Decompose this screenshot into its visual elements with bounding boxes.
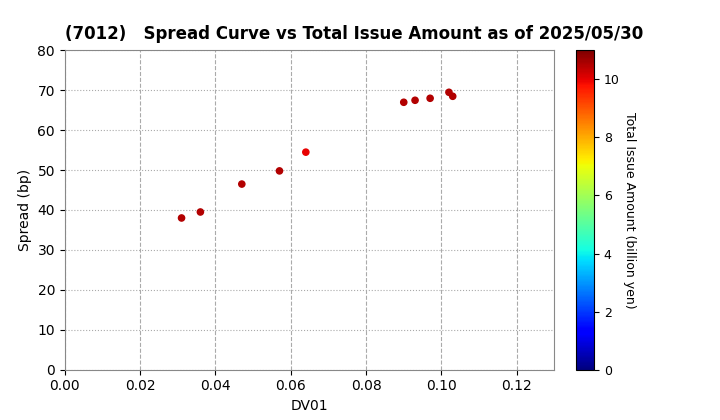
Point [444, 89, 455, 96]
Y-axis label: Spread (bp): Spread (bp) [18, 169, 32, 251]
Text: (7012)   Spread Curve vs Total Issue Amount as of 2025/05/30: (7012) Spread Curve vs Total Issue Amoun… [65, 25, 643, 43]
Point [409, 97, 420, 104]
Point [424, 95, 436, 102]
Point [176, 215, 187, 221]
Point [236, 181, 248, 187]
X-axis label: DV01: DV01 [291, 399, 328, 413]
Y-axis label: Total Issue Amount (billion yen): Total Issue Amount (billion yen) [624, 112, 636, 308]
Point [447, 93, 459, 100]
Point [398, 99, 410, 105]
Point [194, 209, 206, 215]
Point [274, 168, 285, 174]
Point [300, 149, 312, 155]
